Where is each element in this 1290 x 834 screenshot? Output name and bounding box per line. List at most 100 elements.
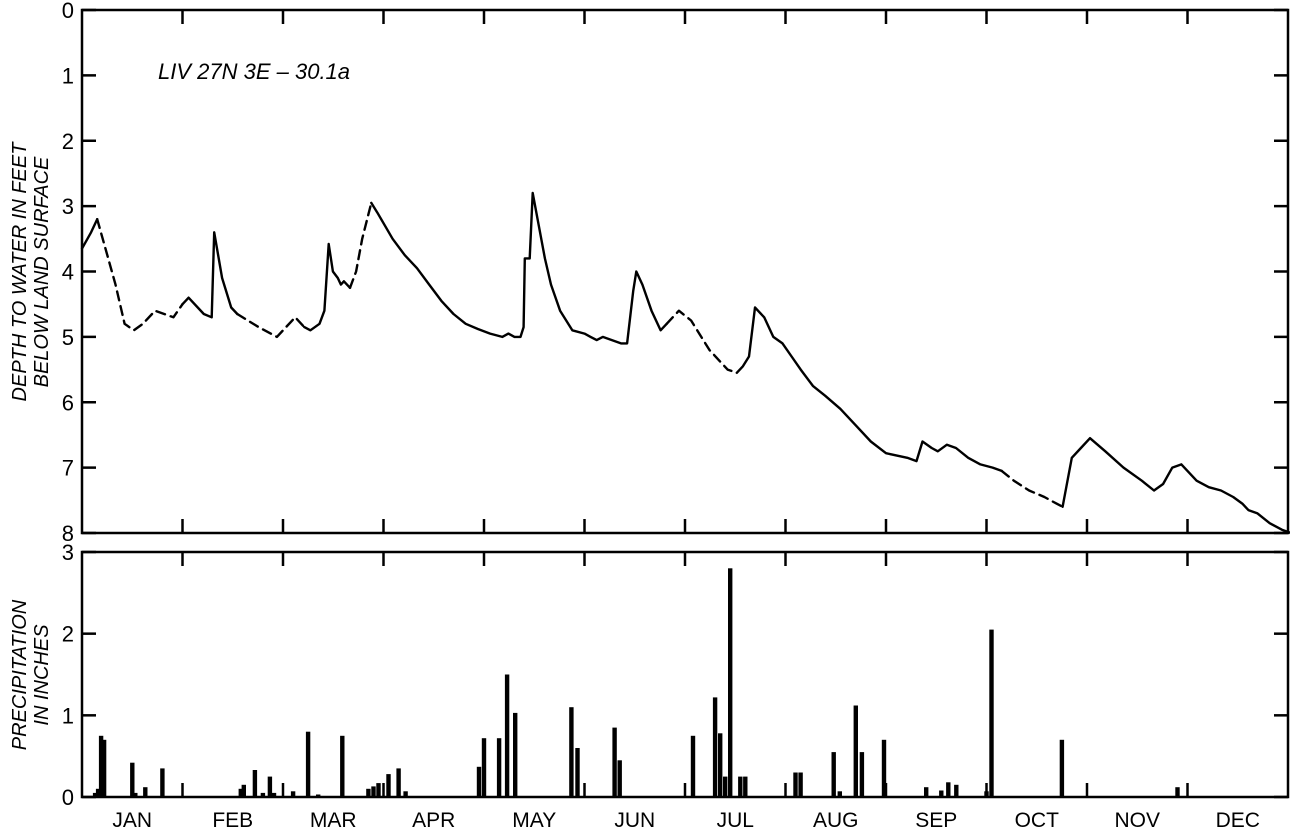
- precipitation-bar: [946, 782, 951, 797]
- precipitation-bar: [290, 791, 296, 797]
- precipitation-bar: [476, 766, 482, 797]
- precipitation-bar: [133, 792, 138, 797]
- precipitation-bar: [989, 629, 994, 797]
- precipitation-bar: [1175, 787, 1180, 797]
- precipitation-bar: [305, 731, 311, 797]
- precipitation-bar: [939, 790, 944, 797]
- precipitation-bar: [617, 760, 622, 798]
- month-label-jul: JUL: [717, 809, 754, 832]
- month-label-jan: JAN: [112, 809, 152, 832]
- month-label-oct: OCT: [1015, 809, 1060, 832]
- month-label-mar: MAR: [310, 809, 357, 832]
- precipitation-bar: [837, 791, 842, 797]
- precipitation-bar: [252, 770, 258, 797]
- month-label-dec: DEC: [1216, 809, 1260, 832]
- water-level-segment-solid: [303, 242, 352, 332]
- precipitation-bar: [728, 568, 733, 797]
- precipitation-bar: [130, 762, 135, 797]
- month-label-apr: APR: [412, 809, 455, 832]
- water-level-ytick-label: 0: [62, 0, 74, 23]
- water-level-ytick-label: 1: [62, 63, 74, 88]
- precipitation-bar: [569, 707, 574, 797]
- precipitation-bar: [267, 776, 273, 797]
- precipitation-plot-frame: [80, 550, 1290, 799]
- water-level-plot-frame: [80, 8, 1290, 535]
- water-level-segment-solid: [181, 231, 239, 319]
- water-level-segment-solid: [370, 191, 668, 345]
- precipitation-bar: [853, 705, 858, 797]
- month-label-may: MAY: [512, 809, 556, 832]
- well-id-annotation: LIV 27N 3E – 30.1a: [158, 59, 350, 84]
- precipitation-bar: [160, 768, 165, 797]
- precipitation-bar: [798, 772, 803, 797]
- precipitation-bar: [95, 788, 101, 797]
- precipitation-ytick-label: 3: [62, 540, 74, 565]
- precipitation-bar: [481, 738, 487, 797]
- precipitation-bar: [260, 792, 266, 797]
- water-level-segment-solid: [80, 218, 99, 250]
- precipitation-ytick-label: 0: [62, 785, 74, 810]
- precipitation-bar: [366, 788, 371, 797]
- water-level-ylabel-line1: DEPTH TO WATER IN FEET: [9, 141, 31, 402]
- water-level-ytick-label: 4: [62, 260, 74, 285]
- water-level-y-tick-labels: 0 1 2 3 4 5 6 7 8: [62, 0, 74, 546]
- month-label-sep: SEP: [915, 809, 957, 832]
- precipitation-bar: [831, 752, 836, 797]
- precipitation-bars: [92, 568, 1180, 798]
- precipitation-bar: [793, 772, 798, 797]
- precipitation-bar: [241, 784, 246, 798]
- precipitation-bar: [496, 738, 502, 797]
- water-level-ytick-label: 2: [62, 129, 74, 154]
- precipitation-bar: [575, 748, 580, 797]
- water-level-segment-solid: [1061, 437, 1290, 534]
- precipitation-bar: [612, 727, 617, 797]
- water-level-ytick-label: 7: [62, 456, 74, 481]
- month-tick-labels: JAN FEB MAR APR MAY JUN JUL AUG SEP OCT NOV DEC: [112, 809, 1260, 832]
- precipitation-bar: [92, 792, 98, 797]
- precipitation-y-tick-labels: 0 1 2 3: [62, 540, 74, 810]
- water-level-segment-dashed: [665, 309, 738, 374]
- precipitation-bar: [984, 791, 989, 797]
- precipitation-bar: [403, 791, 408, 797]
- water-level-segment-solid: [735, 306, 1003, 473]
- precipitation-bar: [143, 787, 148, 797]
- precipitation-bar: [316, 794, 321, 797]
- water-level-ytick-label: 6: [62, 390, 74, 415]
- water-level-segment-dashed: [348, 201, 373, 289]
- precipitation-ylabel-line1: PRECIPITATION: [9, 599, 31, 750]
- precipitation-bar: [723, 776, 728, 797]
- precipitation-bar: [340, 735, 345, 798]
- precipitation-bar: [924, 787, 929, 797]
- precipitation-bar: [718, 733, 723, 797]
- precipitation-bar: [271, 792, 277, 797]
- precipitation-bar: [954, 784, 959, 798]
- month-label-nov: NOV: [1114, 809, 1160, 832]
- water-level-segment-dashed: [1000, 469, 1064, 508]
- water-level-ylabel-line2: BELOW LAND SURFACE: [31, 156, 53, 387]
- water-level-ytick-label: 8: [62, 521, 74, 546]
- precipitation-bar: [504, 674, 510, 797]
- water-level-segment-dashed: [96, 218, 184, 332]
- precipitation-bar: [371, 786, 376, 797]
- water-level-ticks: [82, 8, 1288, 535]
- water-level-ytick-label: 3: [62, 194, 74, 219]
- water-level-ytick-label: 5: [62, 325, 74, 350]
- water-level-series: [80, 191, 1290, 534]
- precipitation-bar: [1059, 739, 1065, 797]
- precipitation-bar: [238, 788, 243, 797]
- water-level-segment-dashed: [236, 312, 306, 339]
- precipitation-bar: [396, 768, 401, 797]
- precipitation-bar: [743, 776, 748, 797]
- precipitation-ytick-label: 1: [62, 703, 74, 728]
- precipitation-bar: [738, 776, 743, 797]
- month-label-jun: JUN: [614, 809, 655, 832]
- precipitation-bar: [881, 739, 887, 797]
- precipitation-bar: [386, 774, 391, 797]
- precipitation-bar: [690, 735, 696, 798]
- precipitation-bar: [376, 783, 381, 797]
- precipitation-bar: [859, 752, 865, 797]
- precipitation-bar: [513, 712, 518, 797]
- precipitation-ylabel-line2: IN INCHES: [31, 624, 53, 726]
- precipitation-ticks: [82, 550, 1288, 799]
